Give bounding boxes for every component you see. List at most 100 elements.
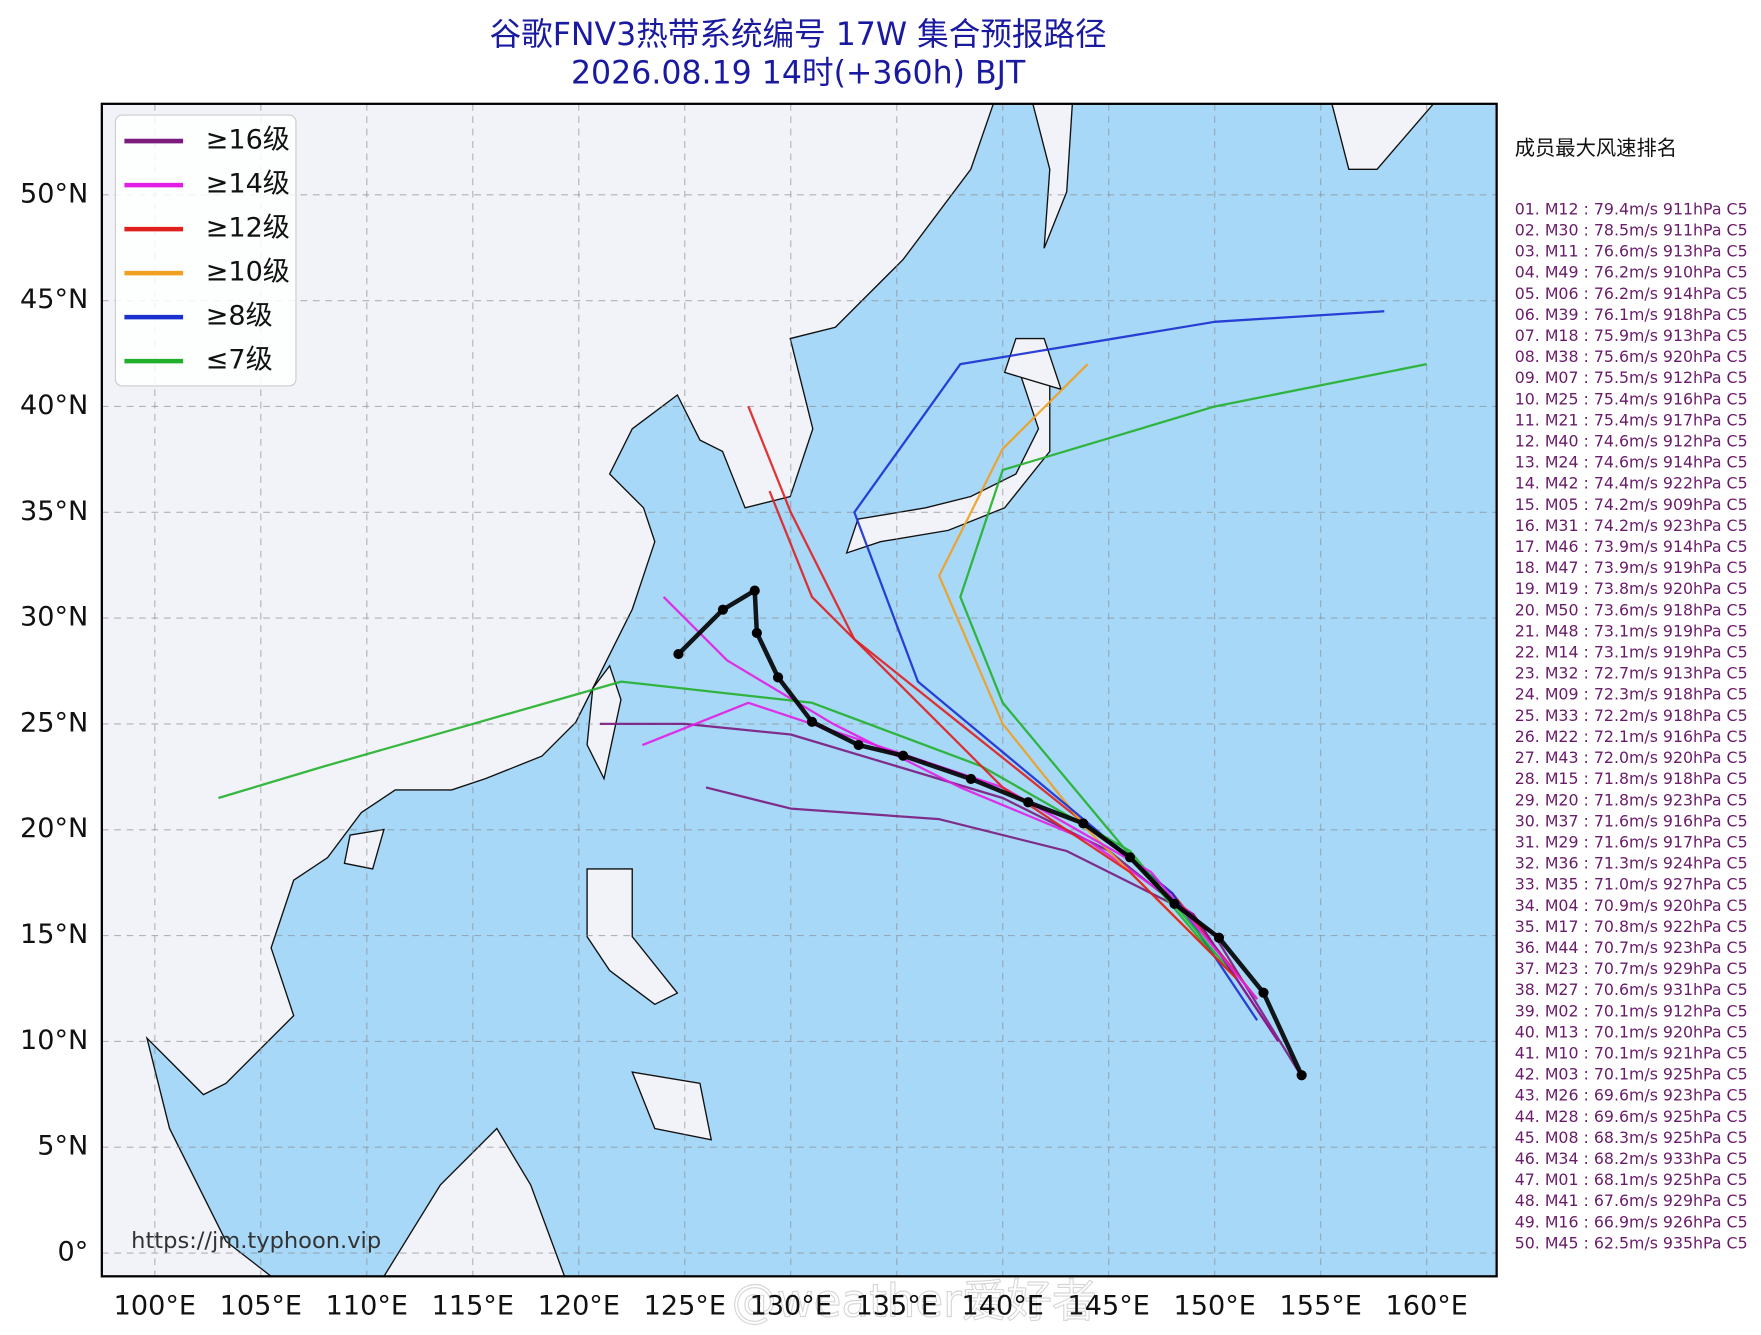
ranking-row: 27. M43 : 72.0m/s 920hPa C5: [1515, 748, 1748, 767]
ranking-row: 19. M19 : 73.8m/s 920hPa C5: [1515, 579, 1748, 598]
x-tick-label: 130°E: [750, 1290, 832, 1321]
ranking-row: 20. M50 : 73.6m/s 918hPa C5: [1515, 600, 1748, 619]
ranking-row: 14. M42 : 74.4m/s 922hPa C5: [1515, 474, 1748, 493]
member-track: [768, 490, 1237, 979]
y-tick-label: 35°N: [20, 496, 88, 527]
x-tick-label: 160°E: [1386, 1290, 1468, 1321]
legend-label: ≥14级: [206, 169, 290, 200]
ranking-row: 07. M18 : 75.9m/s 913hPa C5: [1515, 326, 1748, 345]
borneo: [383, 1127, 566, 1277]
ranking-row: 38. M27 : 70.6m/s 931hPa C5: [1515, 980, 1748, 999]
ranking-row: 05. M06 : 76.2m/s 914hPa C5: [1515, 284, 1748, 303]
ranking-row: 04. M49 : 76.2m/s 910hPa C5: [1515, 263, 1748, 282]
ranking-row: 31. M29 : 71.6m/s 917hPa C5: [1515, 832, 1748, 851]
mean-track-point: [806, 716, 818, 727]
ranking-row: 40. M13 : 70.1m/s 920hPa C5: [1515, 1022, 1748, 1041]
y-tick-label: 15°N: [20, 919, 88, 950]
ranking-row: 30. M37 : 71.6m/s 916hPa C5: [1515, 811, 1748, 830]
hainan: [343, 828, 385, 870]
y-tick-label: 50°N: [20, 178, 88, 209]
ranking-title: 成员最大风速排名: [1515, 136, 1677, 160]
taiwan: [586, 664, 622, 781]
y-tick-label: 5°N: [37, 1131, 88, 1162]
subtitle: 2026.08.19 14时(+360h) BJT: [571, 55, 1026, 91]
mindanao: [631, 1071, 713, 1141]
y-tick-label: 10°N: [20, 1025, 88, 1056]
ranking-row: 45. M08 : 68.3m/s 925hPa C5: [1515, 1128, 1748, 1147]
legend-label: ≥12级: [206, 213, 290, 244]
mean-track-point: [749, 585, 760, 596]
source: https://jm.typhoon.vip: [131, 1228, 381, 1254]
ranking-row: 47. M01 : 68.1m/s 925hPa C5: [1515, 1170, 1748, 1189]
mean-track-point: [1258, 987, 1269, 998]
sakhalin: [1032, 103, 1074, 249]
y-tick-label: 20°N: [20, 813, 88, 844]
ranking-row: 06. M39 : 76.1m/s 918hPa C5: [1515, 305, 1748, 324]
ranking-row: 35. M17 : 70.8m/s 922hPa C5: [1515, 917, 1748, 936]
ranking-row: 21. M48 : 73.1m/s 919hPa C5: [1515, 621, 1748, 640]
y-tick-label: 0°: [58, 1237, 89, 1268]
ranking-row: 22. M14 : 73.1m/s 919hPa C5: [1515, 643, 1748, 662]
mean-track-point: [853, 740, 864, 751]
ranking-row: 42. M03 : 70.1m/s 925hPa C5: [1515, 1065, 1748, 1084]
luzon: [586, 868, 679, 1006]
ranking-row: 49. M16 : 66.9m/s 926hPa C5: [1515, 1212, 1748, 1231]
x-tick-label: 145°E: [1068, 1290, 1150, 1321]
ranking-row: 13. M24 : 74.6m/s 914hPa C5: [1515, 453, 1748, 472]
ranking-row: 16. M31 : 74.2m/s 923hPa C5: [1515, 516, 1748, 535]
member-track: [959, 363, 1427, 958]
japan: [845, 360, 1051, 555]
mean-track-point: [772, 672, 784, 683]
mean-track-point: [1169, 898, 1180, 909]
ranking-row: 08. M38 : 75.6m/s 920hPa C5: [1515, 347, 1748, 366]
ranking-row: 25. M33 : 72.2m/s 918hPa C5: [1515, 706, 1748, 725]
mean-track-point: [965, 773, 977, 785]
x-tick-label: 100°E: [114, 1290, 196, 1321]
x-tick-label: 110°E: [326, 1290, 408, 1321]
legend-label: ≤7级: [206, 345, 273, 376]
ranking-row: 09. M07 : 75.5m/s 912hPa C5: [1515, 368, 1748, 387]
x-tick-label: 105°E: [220, 1290, 302, 1321]
ranking-row: 37. M23 : 70.7m/s 929hPa C5: [1515, 959, 1748, 978]
watermark: @weather爱好者: [732, 1275, 1097, 1328]
kamchatka: [1331, 103, 1435, 170]
x-tick-label: 135°E: [856, 1290, 938, 1321]
frame: [100, 102, 1498, 1278]
mean-track: [676, 588, 1304, 1077]
ranking-row: 11. M21 : 75.4m/s 917hPa C5: [1515, 410, 1748, 429]
ranking-row: 50. M45 : 62.5m/s 935hPa C5: [1515, 1233, 1748, 1252]
ranking-row: 36. M44 : 70.7m/s 923hPa C5: [1515, 938, 1748, 957]
ranking-row: 18. M47 : 73.9m/s 919hPa C5: [1515, 558, 1748, 577]
ranking-row: 10. M25 : 75.4m/s 916hPa C5: [1515, 389, 1748, 408]
mean-track-point: [673, 649, 684, 660]
plot: [101, 103, 1497, 1277]
ranking-row: 23. M32 : 72.7m/s 913hPa C5: [1515, 664, 1748, 683]
ranking-row: 17. M46 : 73.9m/s 914hPa C5: [1515, 537, 1748, 556]
ranking-row: 24. M09 : 72.3m/s 918hPa C5: [1515, 685, 1748, 704]
ranking-row: 43. M26 : 69.6m/s 923hPa C5: [1515, 1086, 1748, 1105]
land: [101, 103, 1435, 1277]
ranking-row: 28. M15 : 71.8m/s 918hPa C5: [1515, 769, 1748, 788]
ranking-row: 39. M02 : 70.1m/s 912hPa C5: [1515, 1001, 1748, 1020]
mean-track-point: [1213, 932, 1225, 943]
y-tick-label: 40°N: [20, 390, 88, 421]
mean-track-point: [1078, 818, 1089, 829]
ranking-row: 33. M35 : 71.0m/s 927hPa C5: [1515, 875, 1748, 894]
x-tick-label: 155°E: [1280, 1290, 1362, 1321]
x-tick-label: 120°E: [538, 1290, 620, 1321]
mean-track-point: [898, 750, 909, 761]
legend-label: ≥8级: [206, 301, 273, 332]
ranking-row: 46. M34 : 68.2m/s 933hPa C5: [1515, 1149, 1748, 1168]
ranking-row: 29. M20 : 71.8m/s 923hPa C5: [1515, 790, 1748, 809]
ranking-row: 03. M11 : 76.6m/s 913hPa C5: [1515, 242, 1748, 261]
ranking-row: 01. M12 : 79.4m/s 911hPa C5: [1515, 199, 1748, 218]
ranking-row: 02. M30 : 78.5m/s 911hPa C5: [1515, 221, 1748, 240]
x-tick-label: 140°E: [962, 1290, 1044, 1321]
ranking-row: 15. M05 : 74.2m/s 909hPa C5: [1515, 495, 1748, 514]
mean-track-point: [717, 604, 729, 615]
hokkaido: [1003, 337, 1063, 391]
x-tick-label: 125°E: [644, 1290, 726, 1321]
ranking-row: 32. M36 : 71.3m/s 924hPa C5: [1515, 854, 1748, 873]
ranking-row: 41. M10 : 70.1m/s 921hPa C5: [1515, 1044, 1748, 1063]
